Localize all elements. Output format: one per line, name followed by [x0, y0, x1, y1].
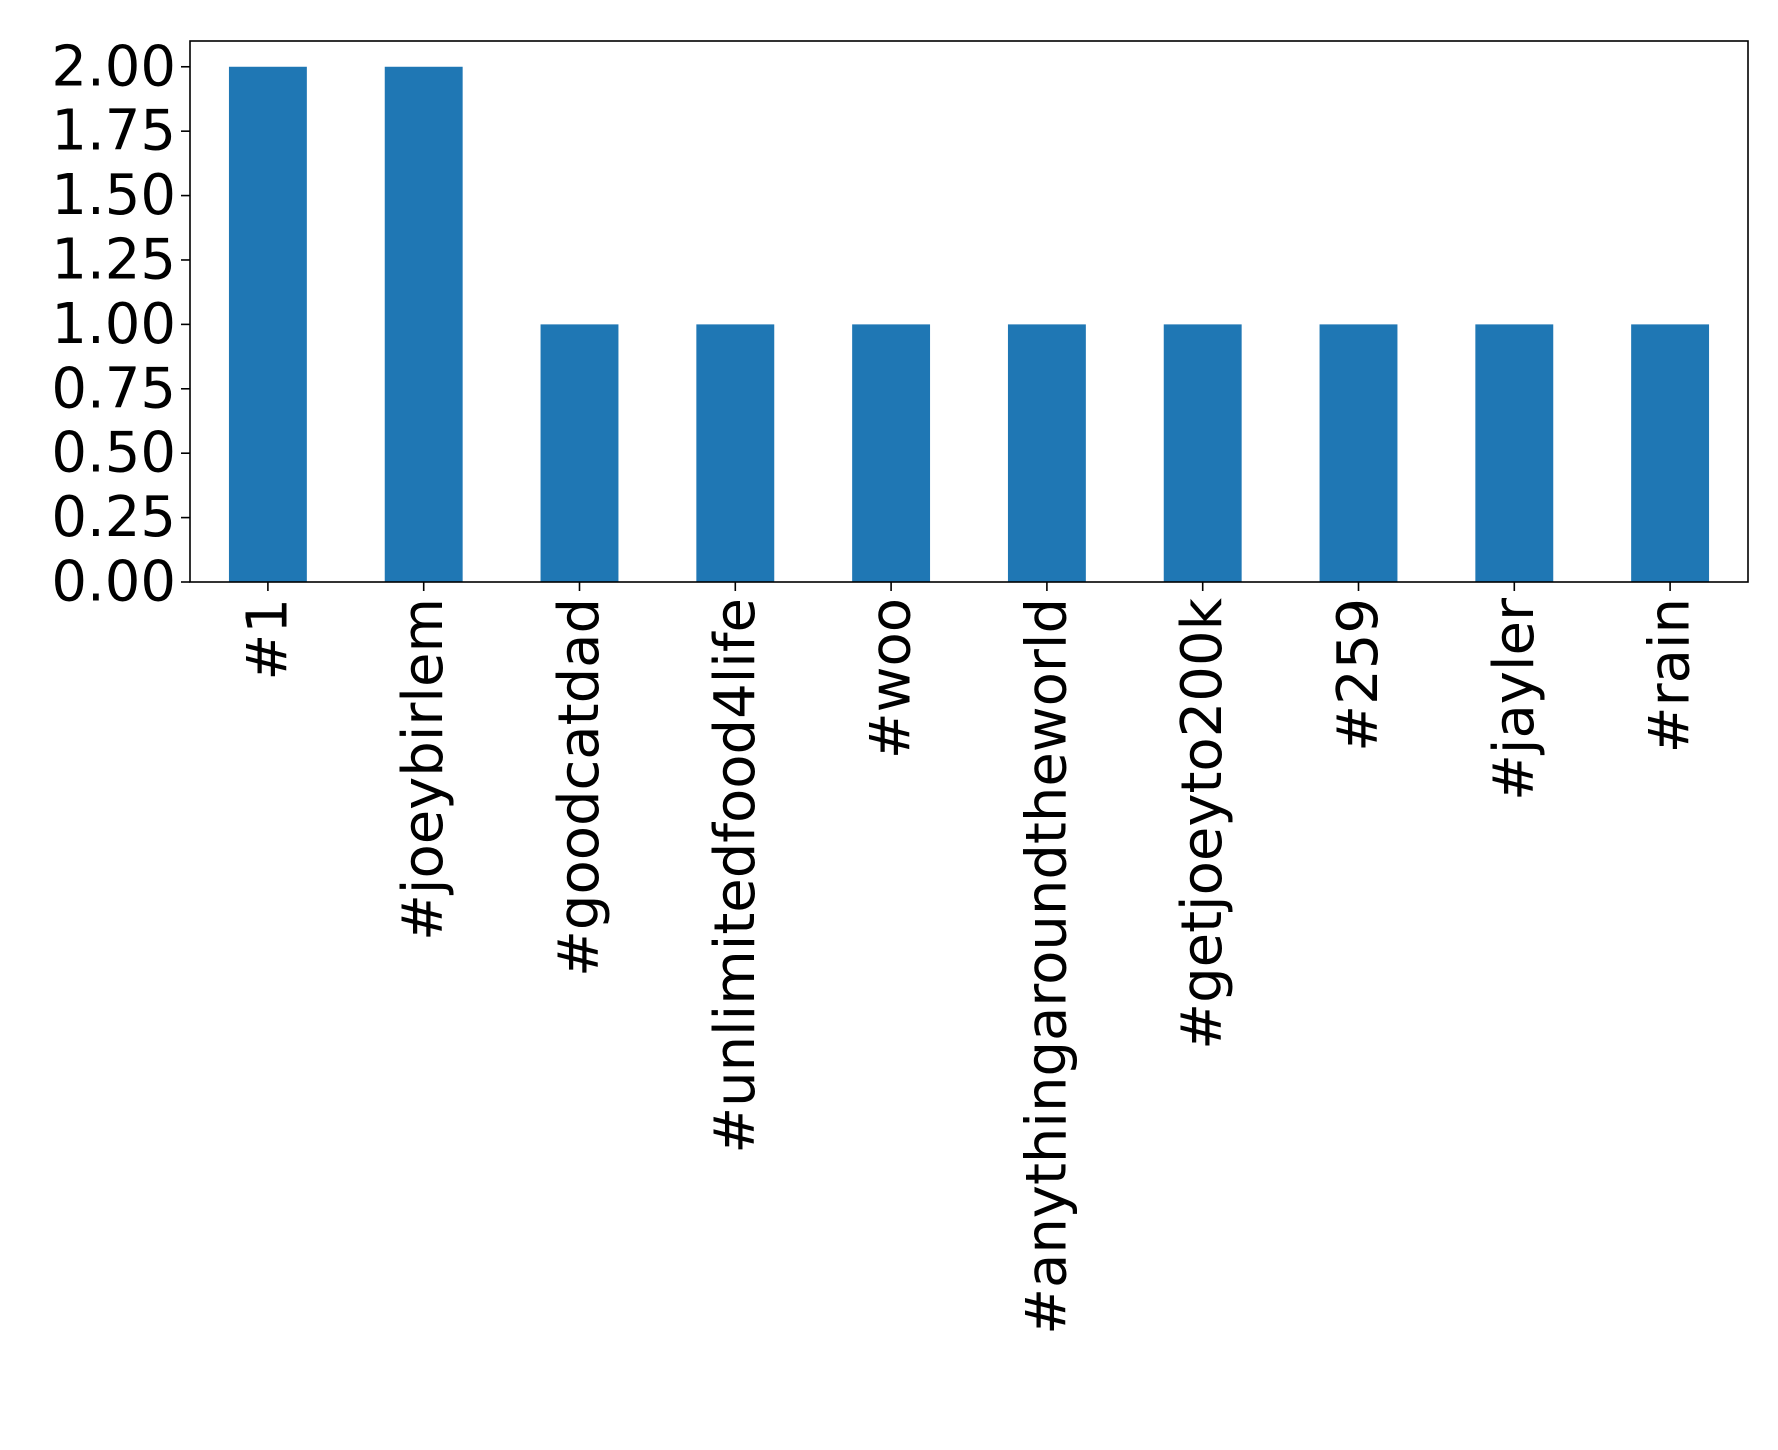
plot-frame: [189, 40, 1749, 583]
y-tick-label: 1.75: [51, 99, 176, 164]
y-tick-label: 1.50: [51, 163, 176, 228]
y-tick-label: 1.25: [51, 227, 176, 292]
bar-1: [228, 66, 307, 582]
y-tick-label: 0.00: [51, 550, 176, 615]
x-tick-label: #1: [235, 598, 300, 681]
x-tick-label: #joeybirlem: [391, 598, 456, 941]
bar-jayler: [1475, 324, 1554, 582]
x-tick-label: #getjoeyto200k: [1170, 597, 1235, 1049]
y-tick-label: 2.00: [51, 34, 176, 99]
y-axis: 0.000.250.500.751.001.251.501.752.00: [51, 34, 190, 615]
bar-anythingaroundtheworld: [1007, 324, 1086, 582]
x-tick-label: #jayler: [1482, 597, 1547, 801]
bar-goodcatdad: [540, 324, 619, 582]
x-tick-label: #woo: [859, 598, 924, 759]
x-tick-label: #anythingaroundtheworld: [1014, 598, 1079, 1335]
y-tick-label: 0.50: [51, 421, 176, 486]
x-tick-label: #rain: [1638, 598, 1703, 753]
bar-joeybirlem: [384, 66, 463, 582]
bar-woo: [852, 324, 931, 582]
x-tick-label: #unlimitedfood4life: [703, 598, 768, 1154]
y-tick-label: 0.25: [51, 485, 176, 550]
x-axis: #1 #joeybirlem #goodcatdad #unlimitedfood4l…: [235, 582, 1703, 1335]
bar-unlimitedfood4life: [696, 324, 775, 582]
x-tick-label: #goodcatdad: [547, 598, 612, 977]
bar-259: [1319, 324, 1398, 582]
bars-layer: [228, 66, 1710, 582]
y-tick-label: 1.00: [51, 292, 176, 357]
y-tick-label: 0.75: [51, 356, 176, 421]
bar-rain: [1631, 324, 1710, 582]
x-tick-label: #259: [1326, 598, 1391, 752]
bar-getjoeyto200k: [1163, 324, 1242, 582]
